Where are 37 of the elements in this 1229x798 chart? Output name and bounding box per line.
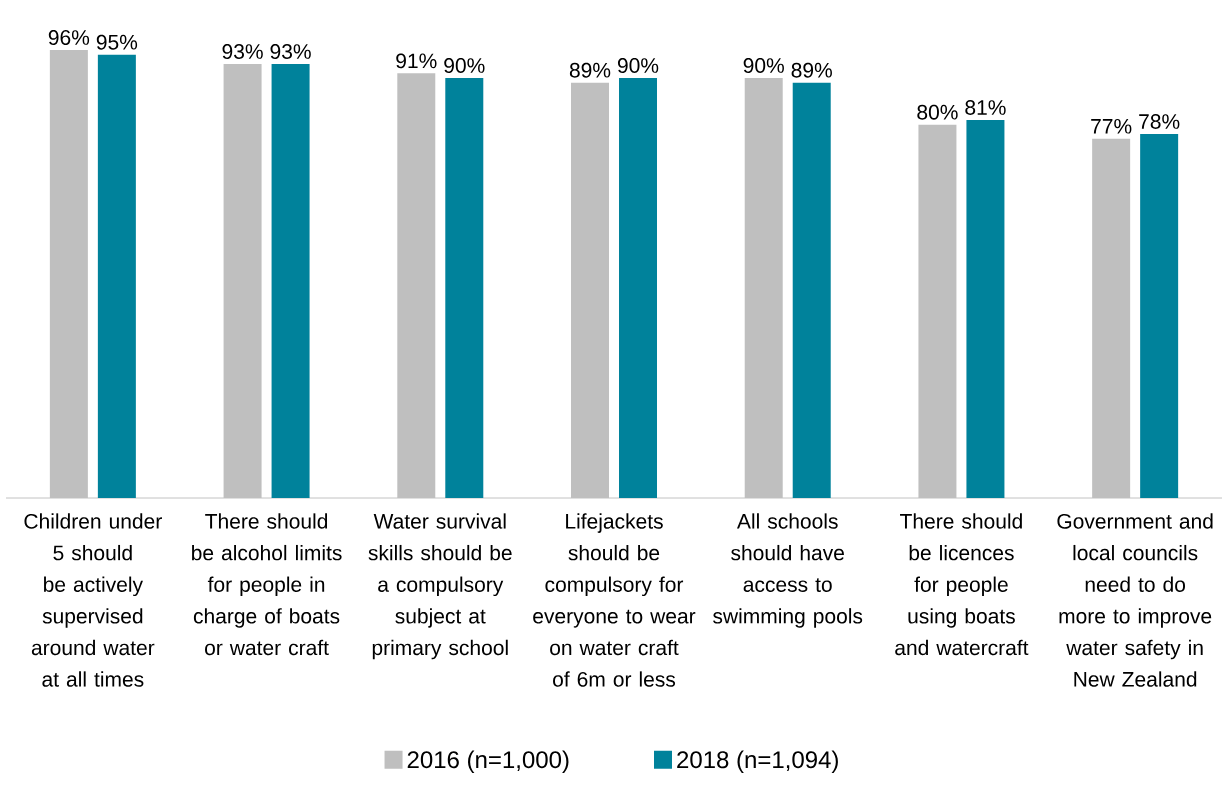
- data-label: 90%: [743, 58, 784, 73]
- data-label: 93%: [222, 44, 263, 59]
- bar: [1092, 138, 1131, 498]
- bar: [271, 64, 310, 498]
- data-label: 95%: [96, 34, 138, 50]
- data-label: 96%: [48, 30, 90, 45]
- bar: [619, 78, 658, 498]
- bar: [397, 73, 436, 498]
- data-label: 90%: [444, 58, 485, 73]
- data-label: 89%: [569, 62, 611, 78]
- bar: [792, 82, 831, 498]
- bar: [223, 64, 262, 498]
- data-label: 90%: [617, 58, 659, 73]
- data-label: 81%: [965, 100, 1006, 115]
- x-tick-label: Government and local councils need to do more to improve water safety in New Zealand: [1057, 513, 1213, 687]
- x-tick-label: All schools should have access to swimming pools: [713, 513, 863, 628]
- data-label: 78%: [1139, 114, 1180, 129]
- x-tick-label: Lifejackets should be compulsory for everyone to wear on water craft of 6m or less: [533, 513, 696, 687]
- legend-label: 2016 (n=1,000): [407, 750, 569, 773]
- legend-label: 2018 (n=1,094): [677, 750, 838, 773]
- data-label: 77%: [1091, 118, 1132, 134]
- bar: [97, 54, 136, 498]
- bar: [571, 82, 610, 498]
- bar: [49, 50, 88, 498]
- bar: [445, 78, 484, 498]
- x-tick-label: There should be alcohol limits for people in charge of boats or water craft: [192, 513, 342, 656]
- data-label: 93%: [270, 44, 311, 59]
- bar: [966, 120, 1005, 498]
- bar: [918, 124, 957, 498]
- x-tick-label: Children under 5 should be actively supervised around water at all times: [24, 513, 162, 687]
- x-tick-label: There should be licences for people using boats and watercraft: [895, 513, 1029, 656]
- data-label: 89%: [791, 62, 832, 78]
- data-label: 80%: [917, 104, 958, 120]
- x-tick-label: Water survival skills should be a compulsory subject at primary school: [368, 513, 512, 660]
- data-label: 91%: [396, 53, 437, 69]
- bar: [1140, 134, 1179, 498]
- bar: [744, 78, 783, 498]
